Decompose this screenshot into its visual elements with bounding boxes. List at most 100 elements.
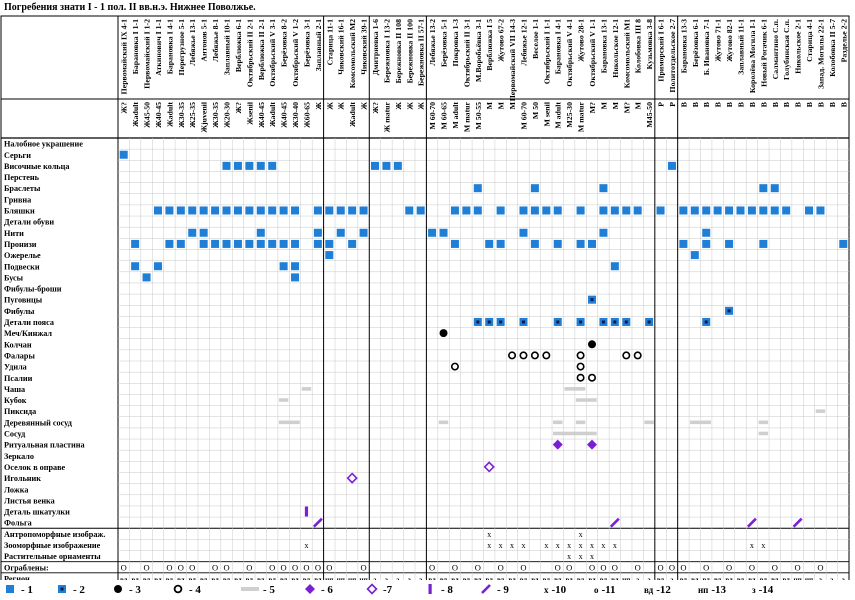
column-header-grave: Старица 11-1 xyxy=(325,19,334,65)
legend-item: х -10 xyxy=(544,582,566,598)
column-header-grave: М.Воробьёвка 3-1 xyxy=(474,19,483,82)
column-header-grave: Октябрьский II 2-1 xyxy=(245,19,254,87)
column-header-sex: В xyxy=(702,102,711,107)
robbed-mark: О xyxy=(555,563,561,573)
column-header-sex: М 60-70 xyxy=(519,102,528,130)
column-header-sex: Ж? xyxy=(234,102,243,114)
column-header-grave: Барановка 13-3 xyxy=(679,19,688,73)
cell-blue-square-dot-dot xyxy=(556,320,560,324)
column-header-grave: Барановка I 4-1 xyxy=(554,19,563,74)
column-header-sex: М matur xyxy=(462,101,471,132)
cell-blue-square xyxy=(291,273,300,282)
cell-gray-bar xyxy=(553,420,563,425)
row-label: Фольга xyxy=(4,519,32,528)
column-header-sex: Р xyxy=(668,102,677,107)
cell-x-mark: х xyxy=(567,541,571,550)
region-cell: нп xyxy=(805,576,813,580)
cell-ring xyxy=(633,351,642,360)
region-cell: вд xyxy=(451,576,459,580)
region-cell: вд xyxy=(611,576,619,580)
cell-blue-square xyxy=(325,206,334,215)
column-header-sex: В xyxy=(679,102,688,107)
column-header-grave: Бережновка I 13-2 xyxy=(382,19,391,83)
cell-x-mark: х xyxy=(579,541,583,550)
cell-blue-square xyxy=(211,206,220,215)
legend-symbol xyxy=(4,583,18,598)
cell-slanted-bar xyxy=(746,517,757,528)
cell-blue-square xyxy=(485,239,494,248)
cell-blue-square xyxy=(542,206,551,215)
legend-number: -13 xyxy=(711,584,727,596)
region-cell: вд xyxy=(314,576,322,580)
cell-open-diamond xyxy=(346,472,358,484)
region-cell: вд xyxy=(737,576,745,580)
column-header-sex: В xyxy=(794,102,803,107)
cell-blue-square xyxy=(313,239,322,248)
column-header-grave: Комсомольский М2 xyxy=(348,19,357,88)
cell-blue-square xyxy=(131,262,140,271)
column-header-sex: В xyxy=(748,102,757,107)
cell-blue-square xyxy=(256,206,265,215)
column-header-grave: Октябрьский V 1-2 xyxy=(291,19,300,87)
column-header-sex: Ж? xyxy=(120,102,129,114)
cell-blue-square xyxy=(142,273,151,282)
cell-blue-square xyxy=(588,239,597,248)
cell-x-mark: х xyxy=(487,541,491,550)
region-cell: з xyxy=(385,576,388,580)
cell-blue-square xyxy=(599,184,608,193)
cell-blue-square xyxy=(256,161,265,170)
row-label: Подвески xyxy=(4,262,40,271)
column-header-grave: Заплавный 10-1 xyxy=(223,19,232,75)
cell-slanted-bar xyxy=(792,517,803,528)
region-cell: вд xyxy=(760,576,768,580)
legend-item: з -14 xyxy=(752,582,773,598)
column-header-grave: Заплавный 11-1 xyxy=(736,19,745,75)
cell-blue-square xyxy=(222,161,231,170)
cell-gray-bar xyxy=(438,420,449,425)
cell-blue-square-dot-dot xyxy=(487,320,491,324)
column-header-grave: Октябрьский V 4-1 xyxy=(565,19,574,87)
cell-gray-bar xyxy=(301,387,312,391)
column-header-grave: Покровка 1-3 xyxy=(451,19,460,66)
cell-blue-square-dot-dot xyxy=(499,320,503,324)
column-header-sex: М adult xyxy=(554,102,563,129)
row-label: Деревянный сосуд xyxy=(4,418,73,427)
row-label: Зооморфные изображение xyxy=(4,541,101,550)
legend-item: - 6 xyxy=(304,582,333,598)
cell-blue-square xyxy=(348,239,357,248)
row-label: Гривна xyxy=(4,195,31,204)
robbed-mark: О xyxy=(121,563,127,573)
robbed-mark: О xyxy=(315,563,321,573)
column-header-grave: Чиковский 39-1 xyxy=(360,19,369,75)
cell-ring xyxy=(530,351,539,360)
column-header-grave: Лебяжье 13-1 xyxy=(188,19,197,66)
robbed-mark: О xyxy=(475,563,481,573)
cell-gray-bar xyxy=(553,431,597,436)
column-header-grave: Жутово 28-1 xyxy=(577,19,586,62)
cell-blue-square xyxy=(496,239,505,248)
column-header-grave: Запад. Могилы 22-1 xyxy=(816,19,825,89)
cell-blue-square xyxy=(188,206,197,215)
region-cell: нп xyxy=(793,576,801,580)
column-header-sex: В xyxy=(725,102,734,107)
column-header-sex: В xyxy=(816,102,825,107)
row-label: Детали пояса xyxy=(4,318,54,327)
column-header-grave: Бережновка II 57-1 xyxy=(417,19,426,86)
legend-symbol: нп xyxy=(698,585,709,595)
cell-blue-square xyxy=(530,206,539,215)
cell-blue-square xyxy=(519,206,528,215)
region-cell: з xyxy=(830,576,833,580)
cell-x-mark: х xyxy=(521,541,525,550)
column-header-grave: Лебяжье 12-1 xyxy=(519,19,528,66)
cell-x-mark: х xyxy=(590,541,594,550)
cell-x-mark: х xyxy=(510,541,514,550)
cell-blue-square xyxy=(679,206,688,215)
legend: - 1 - 2 - 3 - 4 - 5 - 6 -7 - 8 - 9 х -10 о -11 вд -12 н… xyxy=(4,582,854,598)
column-header-grave: Антонов 5-1 xyxy=(200,19,209,62)
region-cell: вд xyxy=(657,576,665,580)
column-header-sex: Ж xyxy=(394,102,403,110)
row-label: Пронизи xyxy=(4,240,37,249)
cell-blue-square xyxy=(713,206,722,215)
column-header-sex: Ж30-35 xyxy=(211,102,220,128)
column-header-grave: Октябрьский I 1-1 xyxy=(542,19,551,84)
